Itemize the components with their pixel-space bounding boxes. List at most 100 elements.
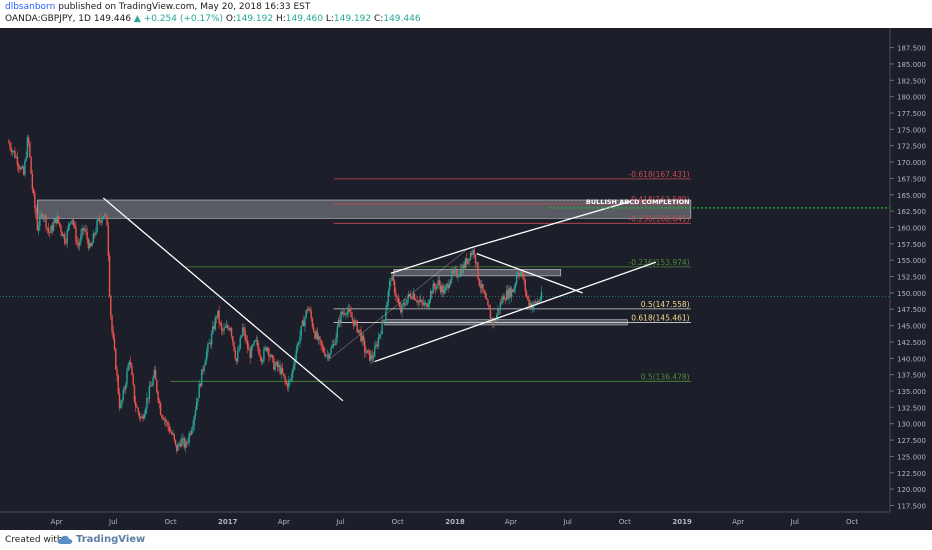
candle-body [459,268,462,276]
candle-body [8,142,10,144]
candle-body [235,358,238,362]
candle-body [183,437,185,448]
brand-name: TradingView [76,534,146,545]
last-price: 149.446 [93,14,132,24]
candle-body [431,291,433,294]
candle-body [364,340,366,353]
y-tick-label: 162.500 [897,208,926,216]
candle-body [146,398,148,409]
candle-body [66,230,68,244]
candle-body [85,229,87,232]
candle-body [493,320,495,324]
candle-body [275,362,278,365]
time-axis[interactable]: Apr Jul Oct 2017 Apr Jul Oct 2018 Apr Jul Oct 2019 A… [0,511,890,526]
y-tick-label: 147.500 [897,306,926,314]
candle-body [381,320,383,334]
candle-body [386,302,388,311]
candle-body [316,331,319,340]
candle-body [340,311,342,323]
y-tick-label: 117.500 [897,502,926,510]
candle-body [250,346,253,358]
candle-body [157,391,159,401]
candle-body [25,157,27,162]
candle-body [16,156,19,166]
candle-body [173,433,175,440]
candle-body [335,337,337,345]
candle-body [73,224,76,227]
high-value: 149.460 [285,14,323,24]
candle-body [361,335,363,342]
candle-body [286,383,289,388]
fib-label: -0.236(153.974) [629,258,690,267]
candle-body [200,369,203,387]
candle-body [372,356,375,359]
candle-body [514,283,517,289]
trendlines[interactable] [102,197,657,402]
candle-body [234,350,236,359]
created-with-text: Created with [5,535,63,545]
fib-label: 0.5(136.478) [641,372,690,381]
x-tick-label: Oct [392,518,404,526]
candle-body [162,416,164,420]
candle-body [446,283,448,287]
candle-body [193,416,195,426]
candle-body [126,370,128,385]
author-link[interactable]: dlbsanborn [5,2,56,12]
price-axis[interactable]: 117.500 120.000 122.500 125.000 127.500 130.0… [889,28,932,530]
y-tick-label: 122.500 [897,470,926,478]
candle-body [164,419,167,422]
candle-body [36,218,39,231]
candle-body [134,401,137,408]
candle-body [510,289,513,297]
candle-body [96,219,98,232]
candle-body [83,229,86,231]
candle-body [503,295,505,300]
candle-body [172,433,174,435]
chart-area[interactable]: -0.618(167.431) -0.418(163.589) -0.236(160… [0,28,932,530]
candle-body [337,319,340,327]
candle-body [280,368,283,374]
candle-body [82,228,85,231]
candle-body [412,293,414,299]
candle-body [207,343,209,352]
candle-body [120,404,122,408]
candle-body [15,156,17,158]
candle-body [416,300,418,303]
candle-body [59,222,61,226]
candle-body [56,215,58,224]
candle-body [266,348,269,351]
candle-body [203,365,205,371]
candle-body [320,340,322,346]
candle-body [375,344,377,348]
candle-body [378,334,381,338]
y-tick-label: 172.500 [897,143,926,151]
candle-body [324,352,326,357]
candle-body [230,328,233,337]
candle-body [310,311,312,319]
candle-body [397,298,400,303]
candle-body [52,222,55,231]
candles [8,134,543,454]
candle-body [443,289,446,294]
candle-body [261,360,264,362]
y-tick-label: 155.000 [897,257,926,265]
candle-body [534,301,536,303]
candle-body [158,400,161,404]
candle-body [247,340,249,349]
candle-body [90,242,92,247]
x-tick-label: Apr [51,518,63,526]
candle-body [22,167,25,175]
publish-text: published on TradingView.com, May 20, 20… [58,2,311,12]
y-tick-label: 167.500 [897,175,926,183]
candle-body [243,327,245,331]
candle-body [301,320,304,326]
candle-body [253,341,255,346]
y-tick-label: 160.000 [897,224,926,232]
candle-body [237,351,239,362]
price-chart[interactable]: -0.618(167.431) -0.418(163.589) -0.236(160… [0,28,932,530]
candle-body [483,290,485,294]
candle-body [88,242,91,249]
trendline [374,261,657,363]
candle-body [102,216,105,219]
candle-body [30,156,32,174]
